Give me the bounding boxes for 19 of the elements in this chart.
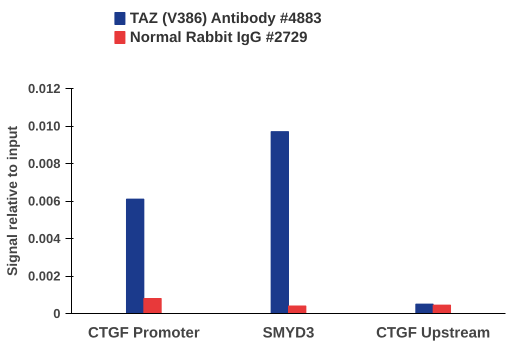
y-tick-label: 0	[53, 306, 61, 321]
y-axis-title: Signal relative to input	[4, 126, 20, 276]
bar	[415, 304, 434, 314]
bar	[288, 306, 306, 314]
x-tick-label: SMYD3	[262, 324, 314, 342]
y-tick-label: 0.012	[28, 81, 61, 96]
bar	[126, 198, 144, 314]
x-tick-label: CTGF Promoter	[88, 324, 200, 342]
legend-label: TAZ (V386) Antibody #4883	[130, 10, 322, 27]
bar	[143, 298, 162, 314]
y-tick-label: 0.002	[28, 268, 61, 284]
legend-label: Normal Rabbit IgG #2729	[130, 29, 308, 46]
bar	[270, 131, 289, 314]
y-tick-label: 0.008	[28, 156, 61, 171]
x-tick-label: CTGF Upstream	[376, 324, 490, 342]
bar	[432, 304, 452, 314]
y-tick-label: 0.010	[28, 118, 61, 134]
y-tick-label: 0.006	[28, 194, 61, 208]
y-tick-label: 0.004	[28, 231, 62, 246]
